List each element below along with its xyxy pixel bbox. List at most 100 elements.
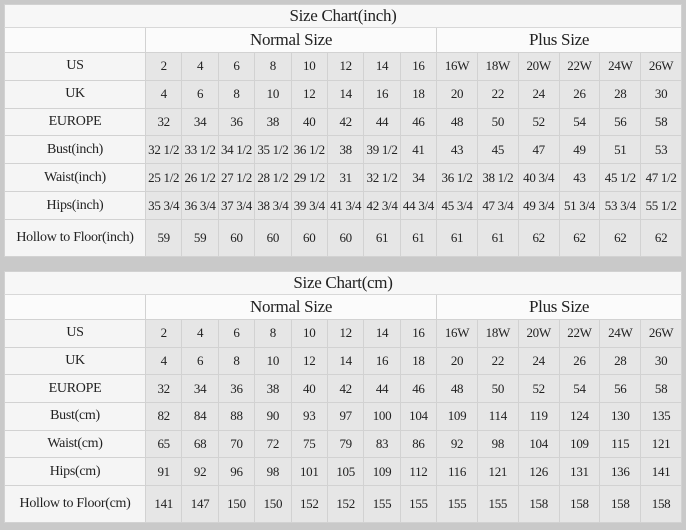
size-value-cell: 75 — [290, 429, 328, 459]
size-value-cell: 4 — [181, 52, 219, 81]
size-value-cell: 52 — [517, 374, 560, 403]
size-value-cell: 54 — [558, 374, 601, 403]
size-value-cell: 44 3/4 — [399, 191, 438, 220]
size-value-cell: 88 — [217, 401, 256, 431]
size-value-cell: 14 — [326, 79, 365, 109]
size-value-cell: 28 1/2 — [254, 163, 292, 193]
size-value-cell: 6 — [217, 319, 256, 348]
size-value-cell: 65 — [144, 429, 183, 459]
size-value-cell: 61 — [399, 219, 438, 257]
size-value-cell: 58 — [640, 107, 682, 137]
size-value-cell: 48 — [436, 107, 478, 137]
size-value-cell: 6 — [181, 346, 219, 376]
size-value-cell: 60 — [290, 219, 328, 257]
size-value-cell: 12 — [290, 346, 328, 376]
size-value-cell: 22 — [476, 79, 519, 109]
size-value-cell: 91 — [144, 457, 183, 486]
size-value-cell: 16 — [363, 346, 401, 376]
size-value-cell: 32 — [144, 374, 183, 403]
table-row: Hollow to Floor(inch) 59 59 60 60 60 60 61 61 61 6… — [4, 219, 682, 257]
size-value-cell: 40 — [290, 107, 328, 137]
size-value-cell: 48 — [436, 374, 478, 403]
size-value-cell: 50 — [476, 107, 519, 137]
row-label: Hips(inch) — [4, 191, 146, 220]
size-value-cell: 38 — [254, 107, 292, 137]
size-value-cell: 150 — [254, 485, 292, 523]
table-row: Waist(cm) 65 68 70 72 75 79 83 86 92 98 104 109 115 12… — [4, 429, 682, 459]
size-value-cell: 158 — [558, 485, 601, 523]
table-row: EUROPE 32 34 36 38 40 42 44 46 48 50 52 54 56 58 — [4, 107, 682, 137]
row-label: Hollow to Floor(inch) — [4, 219, 146, 257]
size-value-cell: 18W — [476, 319, 519, 348]
size-value-cell: 34 1/2 — [217, 135, 256, 165]
size-value-cell: 16 — [399, 319, 438, 348]
size-value-cell: 26W — [640, 52, 682, 81]
table-row: Hollow to Floor(cm) 141 147 150 150 152 152 155… — [4, 485, 682, 523]
size-value-cell: 109 — [558, 429, 601, 459]
row-label: Hips(cm) — [4, 457, 146, 486]
size-value-cell: 62 — [517, 219, 560, 257]
size-value-cell: 45 — [476, 135, 519, 165]
size-value-cell: 32 1/2 — [144, 135, 183, 165]
size-value-cell: 131 — [558, 457, 601, 486]
size-value-cell: 44 — [363, 107, 401, 137]
size-value-cell: 60 — [254, 219, 292, 257]
size-value-cell: 147 — [181, 485, 219, 523]
plus-size-header: Plus Size — [436, 27, 682, 53]
size-value-cell: 38 — [254, 374, 292, 403]
size-value-cell: 27 1/2 — [217, 163, 256, 193]
size-value-cell: 24 — [517, 346, 560, 376]
size-value-cell: 42 — [326, 107, 365, 137]
size-value-cell: 62 — [599, 219, 642, 257]
size-value-cell: 18 — [399, 346, 438, 376]
size-value-cell: 109 — [436, 401, 478, 431]
size-value-cell: 36 3/4 — [181, 191, 219, 220]
table-row: Waist(inch) 25 1/2 26 1/2 27 1/2 28 1/2 29 1/… — [4, 163, 682, 193]
size-value-cell: 62 — [558, 219, 601, 257]
size-value-cell: 36 1/2 — [290, 135, 328, 165]
size-value-cell: 158 — [517, 485, 560, 523]
size-value-cell: 152 — [326, 485, 365, 523]
size-value-cell: 135 — [640, 401, 682, 431]
size-value-cell: 30 — [640, 79, 682, 109]
size-value-cell: 104 — [517, 429, 560, 459]
size-value-cell: 53 — [640, 135, 682, 165]
size-value-cell: 10 — [290, 319, 328, 348]
size-value-cell: 8 — [254, 52, 292, 81]
size-value-cell: 28 — [599, 79, 642, 109]
table-row: UK 4 6 8 10 12 14 16 18 20 22 24 26 28 30 — [4, 79, 682, 109]
size-value-cell: 12 — [326, 319, 365, 348]
size-value-cell: 44 — [363, 374, 401, 403]
size-value-cell: 84 — [181, 401, 219, 431]
size-value-cell: 24W — [599, 52, 642, 81]
size-value-cell: 155 — [436, 485, 478, 523]
size-value-cell: 152 — [290, 485, 328, 523]
size-value-cell: 55 1/2 — [640, 191, 682, 220]
size-value-cell: 16 — [363, 79, 401, 109]
size-value-cell: 43 — [558, 163, 601, 193]
size-value-cell: 54 — [558, 107, 601, 137]
plus-size-header: Plus Size — [436, 294, 682, 320]
table-row: Bust(cm) 82 84 88 90 93 97 100 104 109 114 119 124 13… — [4, 401, 682, 431]
size-value-cell: 39 3/4 — [290, 191, 328, 220]
size-value-cell: 158 — [640, 485, 682, 523]
size-value-cell: 98 — [476, 429, 519, 459]
size-value-cell: 116 — [436, 457, 478, 486]
size-value-cell: 130 — [599, 401, 642, 431]
row-label: US — [4, 319, 146, 348]
size-value-cell: 34 — [399, 163, 438, 193]
size-value-cell: 6 — [181, 79, 219, 109]
row-label: UK — [4, 79, 146, 109]
row-label: EUROPE — [4, 107, 146, 137]
size-value-cell: 37 3/4 — [217, 191, 256, 220]
size-value-cell: 47 1/2 — [640, 163, 682, 193]
size-table: Size Chart(cm) Normal Size Plus Size US 2 4 6 8… — [4, 271, 682, 523]
row-label: UK — [4, 346, 146, 376]
size-value-cell: 51 — [599, 135, 642, 165]
size-value-cell: 24W — [599, 319, 642, 348]
size-value-cell: 61 — [363, 219, 401, 257]
size-value-cell: 10 — [290, 52, 328, 81]
corner-cell — [4, 27, 146, 53]
size-value-cell: 16 — [399, 52, 438, 81]
size-value-cell: 20W — [517, 319, 560, 348]
